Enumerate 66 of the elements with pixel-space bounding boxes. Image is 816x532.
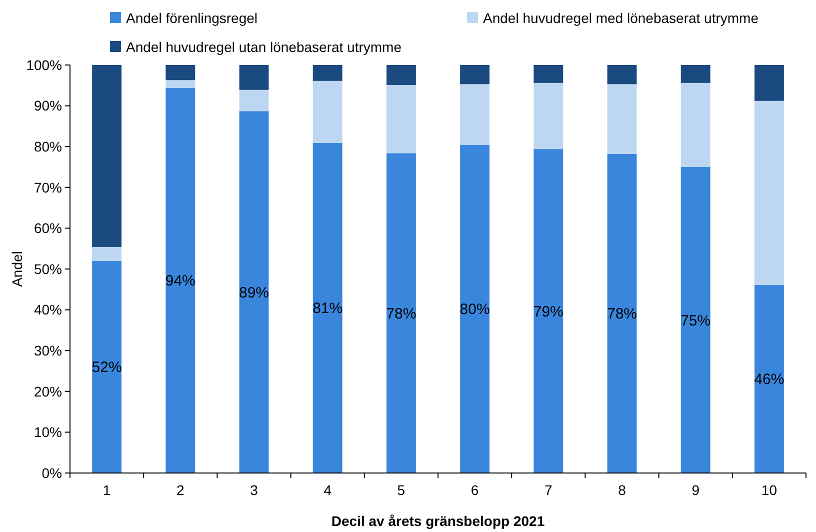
y-tick-label: 80%: [34, 138, 62, 154]
bar: [607, 84, 637, 154]
bar: [386, 153, 416, 473]
y-tick-label: 100%: [26, 56, 62, 73]
bar: [680, 65, 710, 83]
y-tick-label: 30%: [34, 342, 62, 358]
y-tick-label: 90%: [34, 98, 62, 114]
bar: [754, 65, 784, 101]
y-tick-label: 10%: [34, 424, 62, 440]
bar: [92, 260, 122, 473]
x-tick-label: 3: [250, 482, 258, 498]
bar: [166, 65, 196, 80]
bar: [92, 65, 122, 247]
data-label: 94%: [165, 272, 196, 290]
data-label: 52%: [92, 359, 122, 376]
x-tick-label: 1: [102, 482, 111, 498]
bar: [460, 84, 490, 145]
bar: [460, 65, 490, 84]
bar: [607, 65, 637, 84]
bar: [754, 100, 784, 285]
bar: [312, 65, 342, 81]
y-tick-label: 70%: [34, 179, 62, 196]
bar: [680, 82, 710, 167]
y-tick-label: 20%: [34, 383, 62, 400]
bar: [239, 90, 269, 112]
x-tick-label: 7: [544, 482, 552, 498]
legend-label: Andel huvudregel med lönebaserat utrymme: [483, 10, 759, 26]
y-tick-label: 60%: [34, 220, 62, 236]
y-axis-title: Andel: [9, 251, 25, 287]
bar: [534, 65, 564, 83]
data-label: 78%: [386, 305, 416, 322]
bar: [166, 88, 196, 473]
x-tick-label: 4: [324, 482, 332, 498]
bar: [166, 80, 196, 88]
bar: [460, 144, 490, 473]
data-label: 89%: [238, 284, 270, 302]
bar: [312, 142, 342, 473]
y-tick-label: 0%: [42, 464, 62, 481]
bar: [607, 154, 637, 473]
bar: [754, 284, 784, 473]
bar: [534, 82, 564, 150]
x-tick-label: 8: [618, 482, 626, 498]
bar: [312, 80, 342, 143]
data-label: 75%: [680, 312, 711, 330]
bar: [386, 84, 416, 154]
legend-label: Andel förenlingsregel: [126, 10, 258, 26]
data-label: 79%: [533, 303, 564, 320]
x-tick-label: 10: [761, 482, 778, 498]
bar: [92, 246, 122, 261]
bar: [680, 167, 710, 473]
data-label: 46%: [754, 371, 784, 388]
bar: [239, 111, 269, 473]
bar: [239, 65, 269, 90]
bar: [534, 149, 564, 473]
data-label: 78%: [606, 306, 638, 323]
data-label: 81%: [312, 300, 343, 318]
bar: [386, 65, 416, 85]
x-axis-title: Decil av årets gränsbelopp 2021: [331, 513, 545, 529]
y-tick-label: 40%: [34, 302, 62, 318]
legend-label: Andel huvudregel utan lönebaserat utrymme: [126, 38, 402, 55]
x-tick-label: 5: [397, 482, 406, 498]
x-tick-label: 9: [692, 482, 700, 498]
x-tick-label: 6: [470, 482, 479, 498]
x-tick-label: 2: [176, 482, 184, 498]
data-label: 80%: [460, 301, 490, 318]
y-tick-label: 50%: [34, 260, 62, 277]
